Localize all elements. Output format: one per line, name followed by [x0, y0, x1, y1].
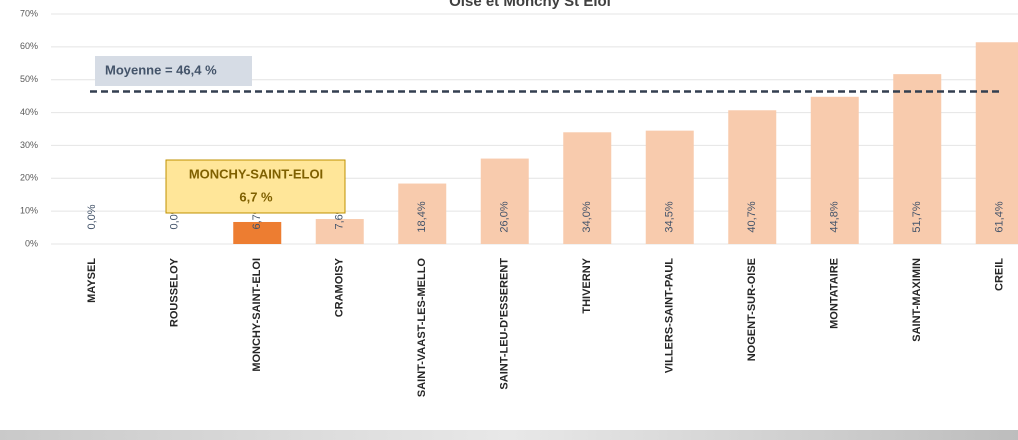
y-tick-label: 50%: [20, 74, 38, 84]
y-tick-label: 60%: [20, 41, 38, 51]
y-tick-label: 0%: [25, 238, 38, 248]
bar: [645, 130, 694, 244]
x-tick-label: SAINT-LEU-D'ESSERENT: [499, 258, 511, 390]
value-label: 18,4%: [416, 201, 428, 232]
value-label: 34,5%: [664, 201, 676, 232]
x-tick-label: SAINT-MAXIMIN: [911, 258, 923, 342]
y-tick-label: 70%: [20, 8, 38, 18]
x-tick-label: MAYSEL: [86, 258, 98, 303]
x-tick-label: SAINT-VAAST-LES-MELLO: [416, 258, 428, 398]
y-tick-label: 10%: [20, 206, 38, 216]
value-label: 0,0%: [86, 204, 98, 229]
y-tick-label: 20%: [20, 173, 38, 183]
bar: [728, 110, 777, 245]
value-label: 61,4%: [994, 201, 1006, 232]
bar: [563, 132, 612, 244]
x-tick-label: CRAMOISY: [334, 257, 346, 317]
mean-label-box: [95, 56, 252, 86]
value-label: 34,0%: [581, 201, 593, 232]
value-label: 40,7%: [746, 201, 758, 232]
bar: [398, 183, 447, 244]
x-tick-label: NOGENT-SUR-OISE: [746, 258, 758, 361]
bar: [893, 74, 942, 244]
bar: [480, 158, 529, 244]
callout-text: 6,7 %: [239, 189, 273, 204]
x-tick-label: VILLERS-SAINT-PAUL: [664, 258, 676, 374]
bar: [233, 221, 282, 244]
x-tick-label: MONCHY-SAINT-ELOI: [251, 258, 263, 372]
x-tick-label: MONTATAIRE: [829, 258, 841, 329]
x-tick-label: CREIL: [994, 258, 1006, 291]
mean-label: Moyenne = 46,4 %: [105, 62, 217, 77]
chart-title: Oise et Monchy St Eloi: [449, 0, 611, 10]
bar: [810, 96, 859, 244]
y-tick-label: 30%: [20, 140, 38, 150]
x-tick-label: ROUSSELOY: [169, 257, 181, 327]
x-tick-label: THIVERNY: [581, 257, 593, 313]
bar: [975, 42, 1018, 244]
value-label: 26,0%: [499, 201, 511, 232]
bar: [315, 219, 364, 244]
y-tick-label: 40%: [20, 107, 38, 117]
callout-text: MONCHY-SAINT-ELOI: [189, 166, 323, 181]
footer-strip: [0, 430, 1018, 440]
value-label: 51,7%: [911, 201, 923, 232]
value-label: 44,8%: [829, 201, 841, 232]
callout-box: [165, 159, 346, 214]
